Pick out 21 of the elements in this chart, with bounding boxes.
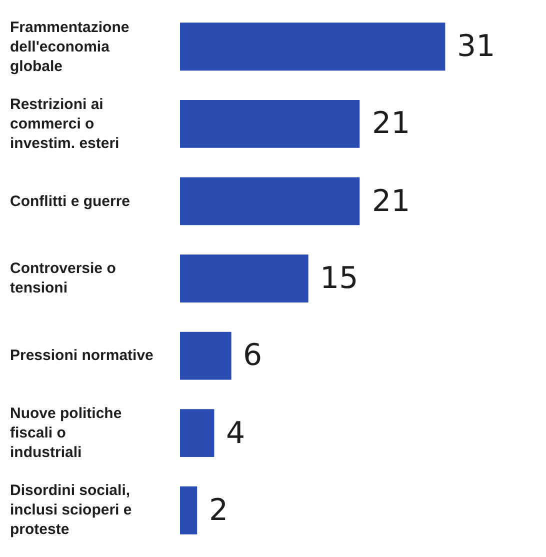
bar xyxy=(180,22,446,71)
y-tick-label: Controversie o tensioni xyxy=(10,260,116,296)
bar xyxy=(180,486,198,534)
y-tick-label: Restrizioni ai commerci o investim. esteri xyxy=(10,96,120,152)
data-label: 4 xyxy=(226,416,246,451)
data-label: 6 xyxy=(243,338,262,373)
data-label: 15 xyxy=(320,261,358,296)
y-tick-label: Frammentazione dell'economia globale xyxy=(10,19,130,75)
y-tick-label: Pressioni normative xyxy=(10,347,154,364)
data-label: 21 xyxy=(372,106,410,141)
data-label: 2 xyxy=(209,493,228,528)
bar xyxy=(180,177,360,226)
y-tick-label: Conflitti e guerre xyxy=(10,193,130,210)
bar xyxy=(180,409,214,458)
bar xyxy=(180,100,360,148)
data-label: 21 xyxy=(372,184,410,219)
bar xyxy=(180,254,308,302)
y-tick-label: Nuove politiche fiscali o industriali xyxy=(10,405,122,461)
bar xyxy=(180,332,232,380)
data-label: 31 xyxy=(457,29,496,64)
y-tick-label: Disordini sociali, inclusi scioperi e proteste xyxy=(10,482,132,538)
